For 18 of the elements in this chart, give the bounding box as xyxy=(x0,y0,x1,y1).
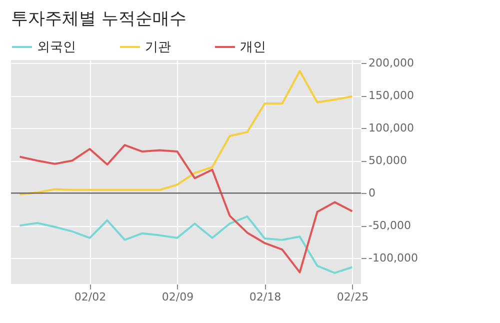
legend-label: 기관 xyxy=(145,40,171,55)
y-tick-label: 100,000 xyxy=(368,122,414,135)
line-series xyxy=(18,215,354,274)
chart-title: 투자주체별 누적순매수 xyxy=(11,9,186,29)
x-tick-label: 02/25 xyxy=(336,290,369,304)
y-tick-label: -50,000 xyxy=(368,219,411,232)
y-tick-label: 150,000 xyxy=(368,89,414,102)
x-tick-label: 02/09 xyxy=(162,290,194,304)
y-tick-label: 50,000 xyxy=(368,154,407,168)
line-series xyxy=(18,70,354,196)
y-tick-label: 0 xyxy=(368,186,376,200)
x-tick-label: 02/18 xyxy=(249,290,282,304)
x-tick-label: 02/02 xyxy=(74,290,106,304)
y-tick-label: -100,000 xyxy=(368,252,418,265)
line-series xyxy=(18,144,354,274)
legend-label: 개인 xyxy=(240,40,266,55)
legend-label: 외국인 xyxy=(37,40,76,55)
y-tick-label: 200,000 xyxy=(368,56,414,70)
